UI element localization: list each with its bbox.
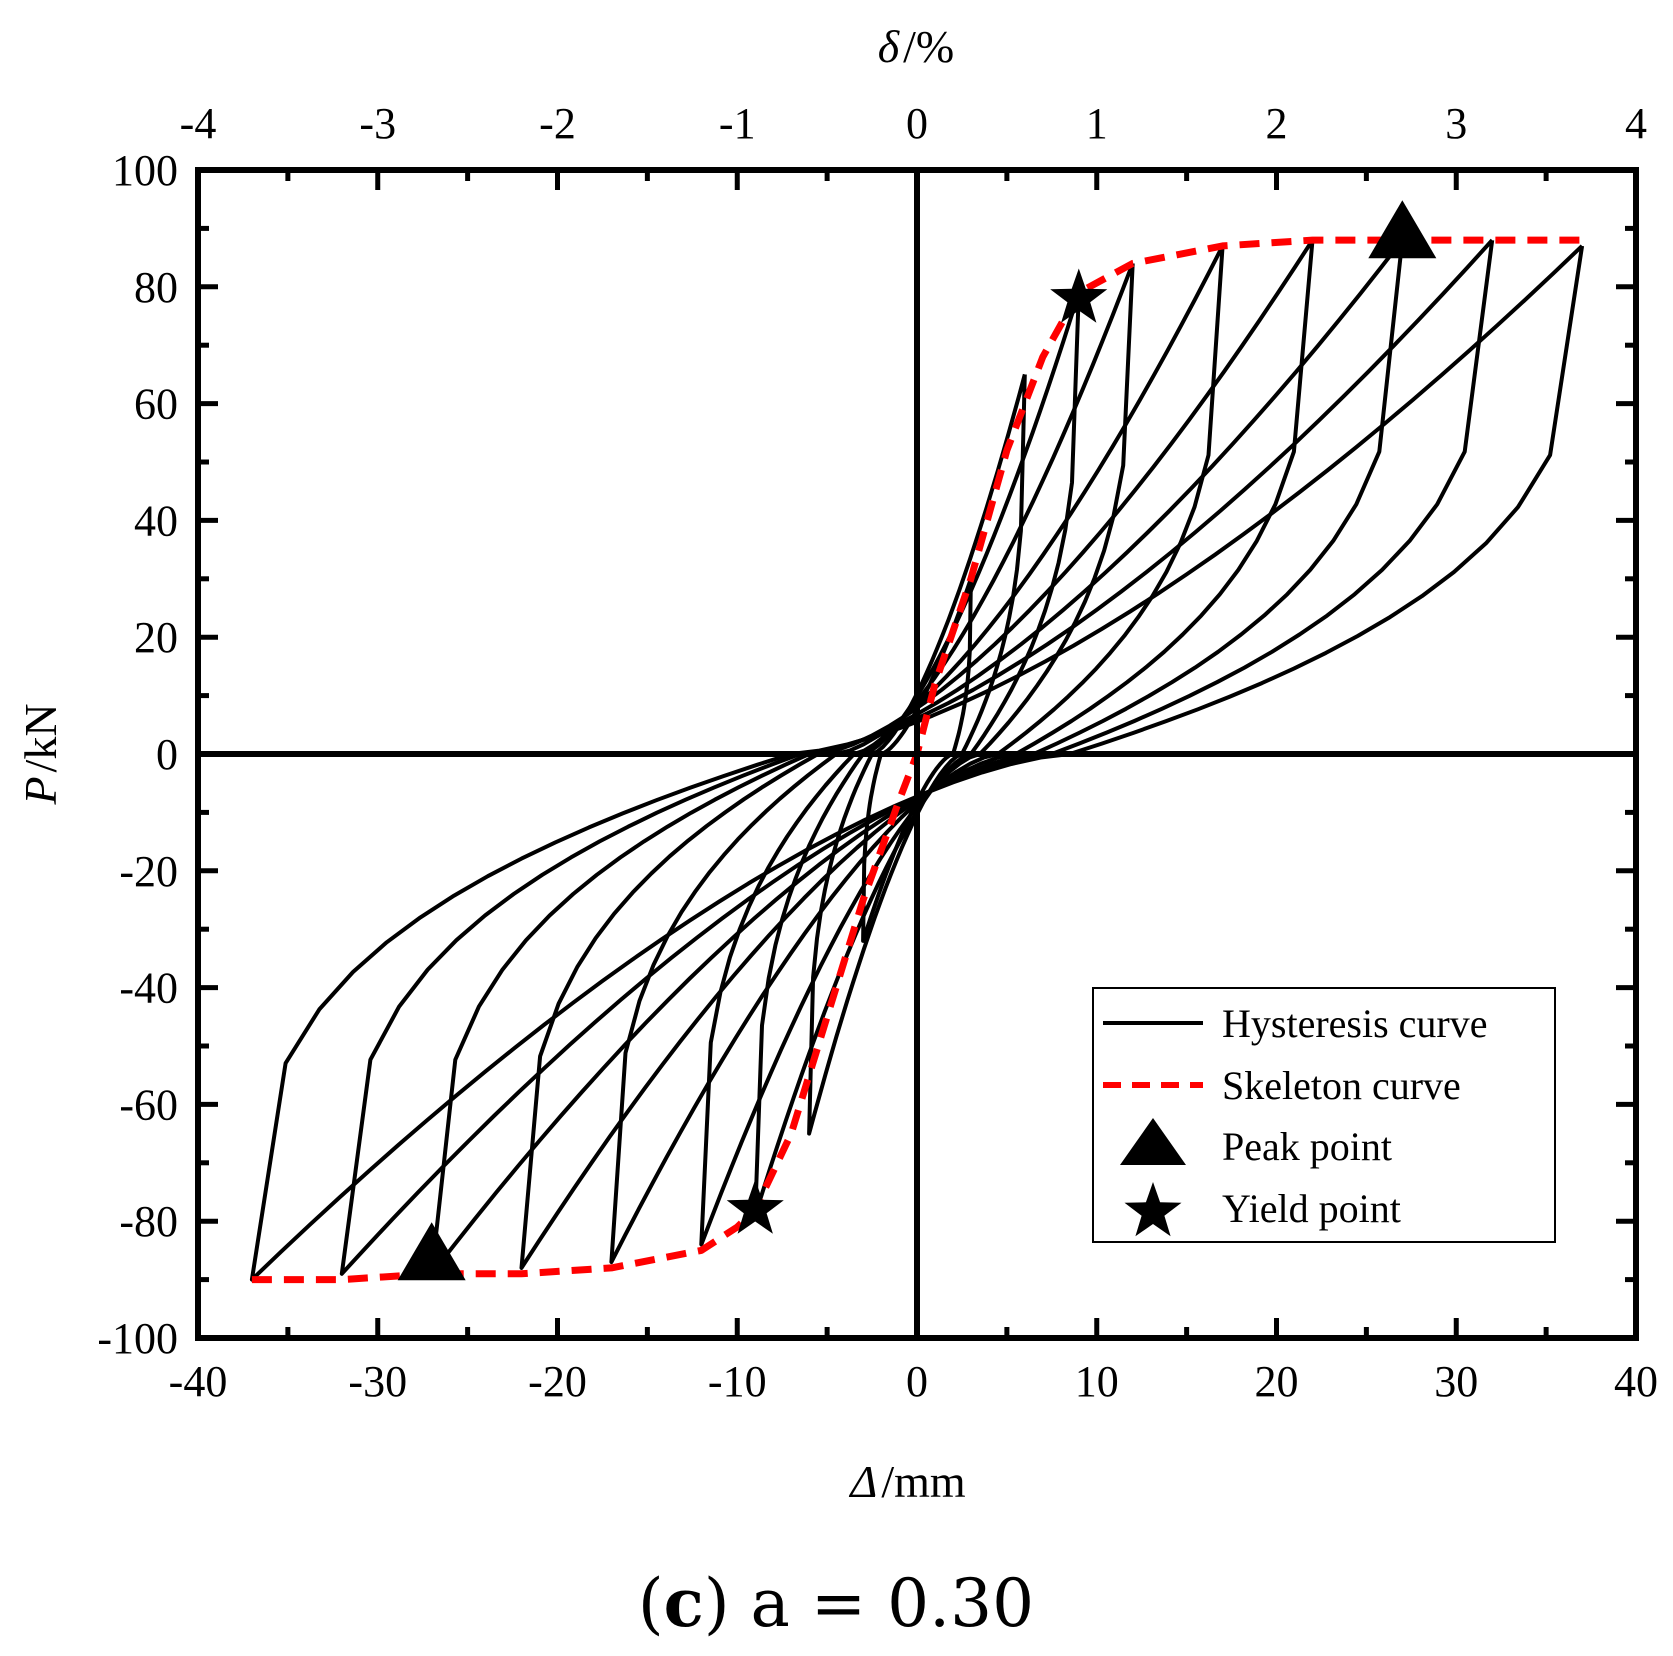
markers xyxy=(397,200,1437,1281)
top-axis-symbol: δ xyxy=(878,21,900,72)
legend: Hysteresis curve Skeleton curve Peak poi… xyxy=(1092,987,1556,1243)
y-tick-label: -40 xyxy=(119,964,178,1013)
skeleton-curve xyxy=(251,236,1583,1284)
yield-point-marker-1 xyxy=(1050,268,1108,323)
y-tick-label: -80 xyxy=(119,1197,178,1246)
x-tick-label: -40 xyxy=(169,1357,228,1406)
peak-point-marker-2 xyxy=(397,1222,466,1281)
y-tick-label: 60 xyxy=(134,380,178,429)
y-axis-unit: /kN xyxy=(15,703,66,772)
zero-lines xyxy=(198,170,1636,1338)
y-tick-label: -100 xyxy=(97,1314,178,1363)
y-tick-label: 100 xyxy=(112,146,178,195)
top-axis-unit: /% xyxy=(903,21,954,72)
y-tick-label: 80 xyxy=(134,263,178,312)
y-tick-label: 40 xyxy=(134,496,178,545)
x-tick-label: 0 xyxy=(906,1357,928,1406)
top-tick-label: -3 xyxy=(359,99,396,148)
y-axis-symbol: P xyxy=(15,776,66,805)
x-axis-symbol: Δ xyxy=(848,1456,877,1507)
hysteresis-loop-4 xyxy=(699,262,1135,1247)
top-tick-label: 1 xyxy=(1086,99,1108,148)
x-tick-label: -20 xyxy=(528,1357,587,1406)
legend-peak-marker xyxy=(1120,1118,1186,1165)
top-tick-label: -4 xyxy=(180,99,217,148)
legend-peak-label: Peak point xyxy=(1222,1124,1392,1169)
y-tick-label: -60 xyxy=(119,1080,178,1129)
top-tick-label: -1 xyxy=(719,99,756,148)
legend-skeleton-label: Skeleton curve xyxy=(1222,1063,1461,1108)
top-tick-label: 3 xyxy=(1445,99,1467,148)
y-tick-label: 20 xyxy=(134,613,178,662)
hysteresis-loop-8 xyxy=(339,238,1495,1276)
figure-caption: (c) a = 0.30 xyxy=(638,1564,1034,1642)
top-tick-label: -2 xyxy=(539,99,576,148)
x-tick-label: 20 xyxy=(1255,1357,1299,1406)
caption-letter: c xyxy=(664,1564,704,1642)
y-tick-label: -20 xyxy=(119,847,178,896)
x-tick-label: -30 xyxy=(348,1357,407,1406)
caption-text: a = 0.30 xyxy=(751,1565,1035,1642)
axis-ticks xyxy=(195,167,1639,1341)
top-tick-label: 2 xyxy=(1266,99,1288,148)
x-tick-label: 40 xyxy=(1614,1357,1658,1406)
x-tick-label: 10 xyxy=(1075,1357,1119,1406)
legend-yield-label: Yield point xyxy=(1222,1186,1401,1231)
y-axis-title: P/kN xyxy=(15,703,66,805)
hysteresis-loop-6 xyxy=(519,239,1315,1270)
hysteresis-loop-2 xyxy=(807,373,1027,1136)
hysteresis-loop-5 xyxy=(609,244,1225,1265)
tick-labels: -40 -30 -20 -10 0 10 20 30 40-4 -3 -2 -1 0 1 2 3 4-100-8… xyxy=(97,99,1658,1406)
legend-hysteresis-label: Hysteresis curve xyxy=(1222,1001,1487,1046)
x-tick-label: -10 xyxy=(708,1357,767,1406)
y-tick-label: 0 xyxy=(156,730,178,779)
x-tick-label: 30 xyxy=(1434,1357,1478,1406)
skeleton-line xyxy=(251,236,1583,1284)
legend-box xyxy=(1092,987,1556,1243)
x-axis-title: Δ/mm xyxy=(848,1456,966,1507)
peak-point-marker-1 xyxy=(1368,200,1437,259)
x-axis-unit: /mm xyxy=(881,1456,966,1507)
top-tick-label: 4 xyxy=(1625,99,1647,148)
top-tick-label: 0 xyxy=(906,99,928,148)
legend-yield-marker xyxy=(1124,1182,1182,1237)
top-axis-title: δ/% xyxy=(878,21,955,72)
yield-point-marker-2 xyxy=(726,1179,784,1234)
